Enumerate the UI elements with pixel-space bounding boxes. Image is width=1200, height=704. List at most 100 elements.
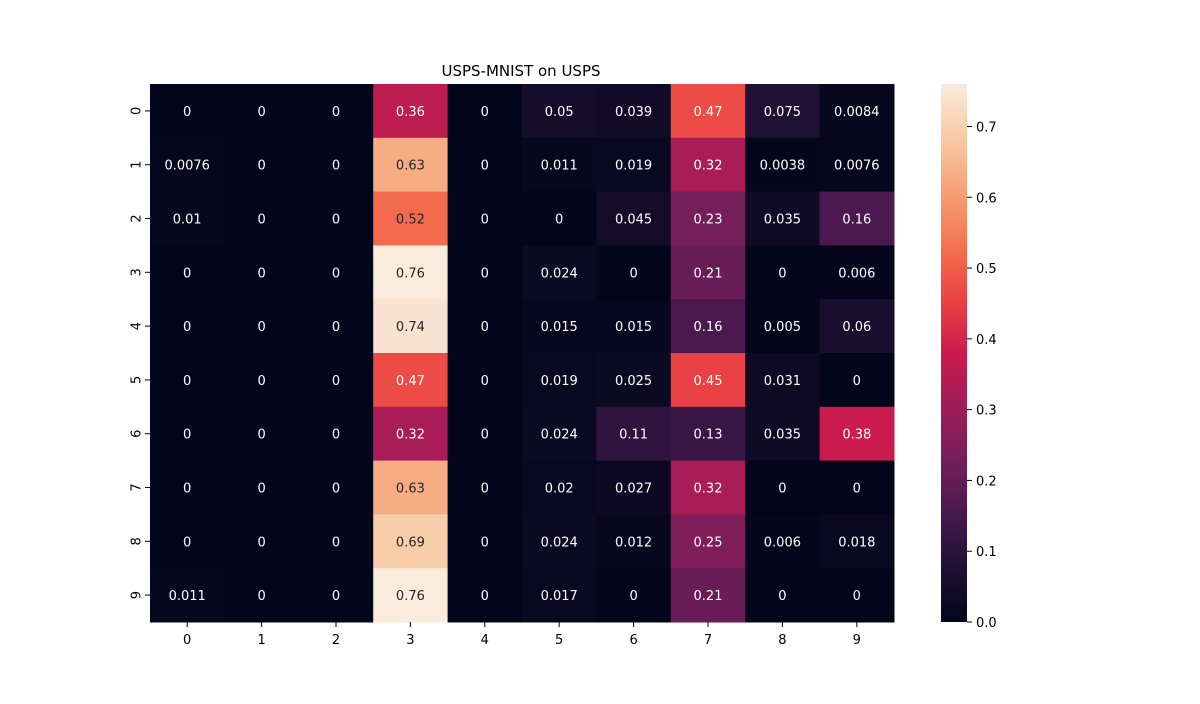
x-tick-label: 3 [406, 633, 414, 648]
heatmap-cell [819, 191, 895, 246]
y-tick-label: 1 [130, 161, 145, 169]
heatmap-cell [596, 137, 672, 193]
heatmap-cell [819, 460, 895, 515]
heatmap-cell [819, 406, 895, 462]
cell-value-label: 0.035 [764, 213, 801, 228]
y-tick-label: 9 [130, 591, 145, 599]
cell-value-label: 0.21 [694, 589, 723, 604]
heatmap-cell [373, 137, 449, 193]
heatmap-cell [819, 299, 895, 354]
x-tick-label: 6 [629, 633, 637, 648]
colorbar-tick-label: 0.5 [976, 262, 997, 277]
heatmap-cell [596, 299, 672, 354]
cell-value-label: 0.019 [615, 159, 652, 174]
y-axis: 0 1 2 3 4 5 6 7 8 9 [130, 107, 150, 599]
heatmap-cell [819, 84, 895, 139]
x-tick-label: 7 [704, 633, 712, 648]
heatmap-cell [596, 245, 672, 300]
cell-value-label: 0 [257, 213, 265, 228]
heatmap-cell [447, 568, 523, 623]
heatmap-cell [373, 353, 449, 408]
cell-value-label: 0.32 [396, 428, 425, 443]
cell-value-label: 0.019 [541, 374, 578, 389]
cell-value-label: 0.52 [396, 213, 425, 228]
cell-value-label: 0.23 [694, 213, 723, 228]
cell-value-label: 0.36 [396, 105, 425, 120]
cell-value-label: 0 [257, 482, 265, 497]
cell-value-label: 0 [778, 266, 786, 281]
cell-value-label: 0 [555, 213, 563, 228]
cell-value-label: 0.11 [619, 428, 648, 443]
heatmap-cell [447, 299, 523, 354]
cell-value-label: 0 [332, 428, 340, 443]
heatmap-cell [745, 137, 821, 193]
cell-value-label: 0 [257, 374, 265, 389]
heatmap-cell [819, 568, 895, 623]
cell-value-label: 0 [853, 374, 861, 389]
cell-value-label: 0 [257, 159, 265, 174]
heatmap-cell [522, 406, 597, 462]
y-tick-label: 2 [130, 214, 145, 222]
heatmap-cell [373, 514, 449, 569]
heatmap-cell [670, 191, 746, 246]
heatmap-cell [522, 191, 597, 246]
cell-value-label: 0 [481, 213, 489, 228]
heatmap-cell [522, 514, 597, 569]
cell-value-label: 0 [183, 266, 191, 281]
cell-value-label: 0 [481, 428, 489, 443]
cell-value-label: 0.027 [615, 482, 652, 497]
heatmap-cell [670, 299, 746, 354]
heatmap-cell [670, 514, 746, 569]
x-tick-label: 4 [481, 633, 489, 648]
cell-value-label: 0.0084 [834, 105, 880, 120]
cell-value-label: 0.011 [541, 159, 578, 174]
cell-value-label: 0.32 [694, 159, 723, 174]
cell-value-label: 0.16 [842, 213, 871, 228]
x-tick-label: 8 [778, 633, 786, 648]
heatmap-cell [150, 84, 225, 139]
cell-value-label: 0.0076 [834, 159, 880, 174]
cell-value-label: 0.045 [615, 213, 652, 228]
heatmap-cell [224, 137, 300, 193]
heatmap-cell [447, 460, 523, 515]
cell-value-label: 0.38 [842, 428, 871, 443]
cell-value-label: 0.031 [764, 374, 801, 389]
cell-value-label: 0 [183, 482, 191, 497]
cell-value-label: 0 [257, 105, 265, 120]
heatmap-cell [150, 406, 225, 462]
heatmap-cell [298, 191, 374, 246]
colorbar-tick-label: 0.3 [976, 404, 997, 419]
heatmap-cell [224, 191, 300, 246]
heatmap-cell [224, 460, 300, 515]
cell-value-label: 0.024 [541, 535, 578, 550]
heatmap-cell [745, 406, 821, 462]
colorbar-axis: 0.0 0.1 0.2 0.3 0.4 0.5 0.6 0.7 [967, 120, 997, 631]
cell-value-label: 0.005 [764, 320, 801, 335]
heatmap-cell [670, 84, 746, 139]
heatmap-cell [522, 245, 597, 300]
y-tick-label: 3 [130, 268, 145, 276]
heatmap-cell [224, 568, 300, 623]
heatmap-cells: 0 0 0 0.36 0 0.05 0.039 0.47 0.075 0.0084 0.0076 0 0… [150, 84, 895, 623]
cell-value-label: 0 [332, 320, 340, 335]
cell-value-label: 0.74 [396, 320, 425, 335]
heatmap-cell [745, 299, 821, 354]
heatmap-cell [596, 568, 672, 623]
heatmap-cell [522, 137, 597, 193]
heatmap-cell [373, 568, 449, 623]
cell-value-label: 0 [853, 589, 861, 604]
cell-value-label: 0.25 [694, 535, 723, 550]
heatmap-cell [150, 568, 225, 623]
heatmap-cell [298, 460, 374, 515]
heatmap-cell [373, 460, 449, 515]
heatmap-cell [298, 406, 374, 462]
cell-value-label: 0 [481, 374, 489, 389]
heatmap-cell [224, 245, 300, 300]
x-tick-label: 0 [183, 633, 191, 648]
heatmap-cell [670, 460, 746, 515]
heatmap-cell [373, 84, 449, 139]
cell-value-label: 0 [481, 589, 489, 604]
heatmap-cell [373, 299, 449, 354]
y-tick-label: 8 [130, 537, 145, 545]
